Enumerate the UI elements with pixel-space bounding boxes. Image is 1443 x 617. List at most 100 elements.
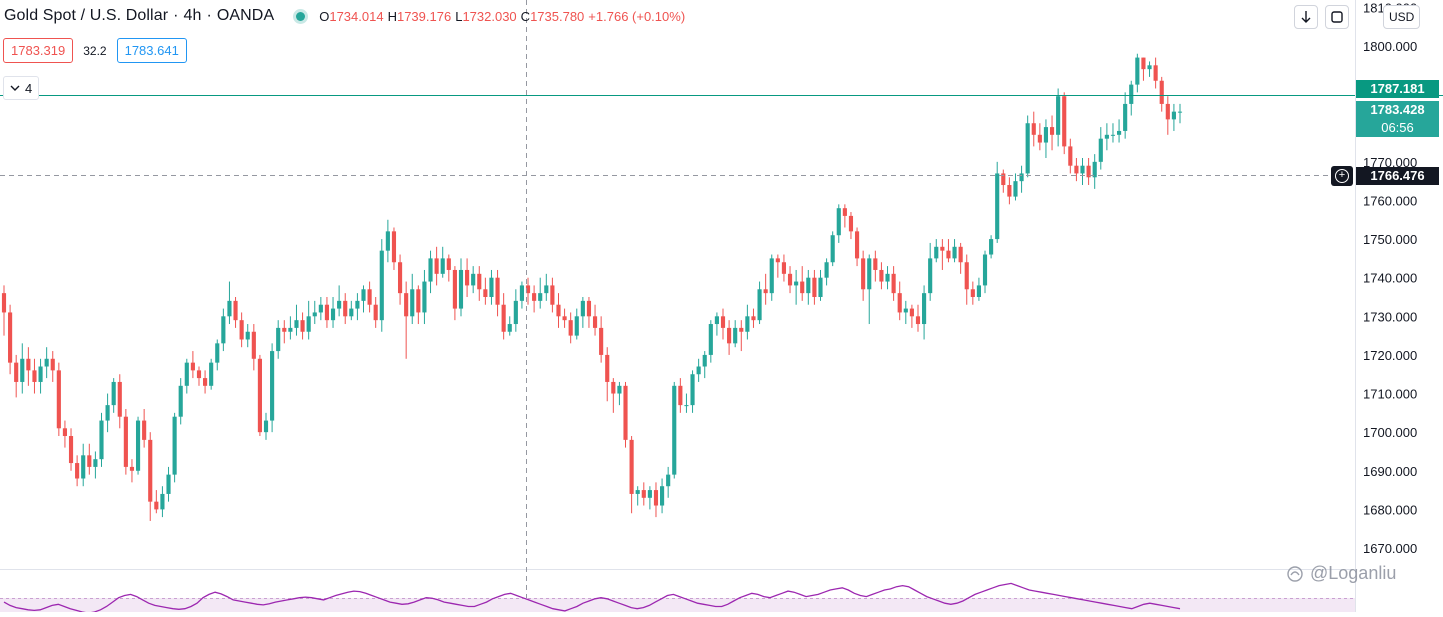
candle-up[interactable] bbox=[1092, 161, 1097, 178]
candle-down[interactable] bbox=[501, 304, 506, 332]
candle-up[interactable] bbox=[922, 293, 927, 325]
indicators-toggle[interactable]: 4 bbox=[3, 76, 40, 100]
candle-up[interactable] bbox=[111, 381, 116, 406]
candle-up[interactable] bbox=[458, 269, 464, 309]
candle-up[interactable] bbox=[574, 316, 579, 336]
candle-down[interactable] bbox=[897, 293, 902, 313]
candle-down[interactable] bbox=[964, 262, 969, 290]
candle-down[interactable] bbox=[562, 316, 567, 321]
candle-down[interactable] bbox=[148, 439, 153, 502]
candle-down[interactable] bbox=[781, 262, 787, 274]
candle-up[interactable] bbox=[1080, 165, 1085, 174]
candle-down[interactable] bbox=[239, 320, 244, 340]
candle-up[interactable] bbox=[519, 285, 524, 301]
symbol-name[interactable]: Gold Spot / U.S. Dollar bbox=[4, 7, 169, 24]
candle-down[interactable] bbox=[727, 327, 732, 344]
candle-down[interactable] bbox=[495, 277, 500, 305]
candle-down[interactable] bbox=[970, 289, 975, 297]
candle-down[interactable] bbox=[196, 370, 202, 379]
candle-down[interactable] bbox=[123, 416, 128, 467]
candle-up[interactable] bbox=[1098, 138, 1103, 162]
candle-down[interactable] bbox=[629, 439, 634, 494]
candle-up[interactable] bbox=[1123, 103, 1128, 131]
candle-up[interactable] bbox=[209, 362, 214, 386]
candle-up[interactable] bbox=[757, 289, 762, 321]
candle-up[interactable] bbox=[1104, 134, 1109, 139]
candle-up[interactable] bbox=[660, 486, 665, 506]
candle-down[interactable] bbox=[958, 246, 963, 263]
candle-up[interactable] bbox=[666, 474, 671, 487]
candle-down[interactable] bbox=[446, 258, 451, 270]
candle-down[interactable] bbox=[720, 316, 726, 328]
candle-up[interactable] bbox=[702, 354, 707, 367]
candle-up[interactable] bbox=[830, 235, 835, 263]
candle-up[interactable] bbox=[1019, 173, 1024, 182]
candle-down[interactable] bbox=[62, 428, 68, 437]
candle-up[interactable] bbox=[428, 258, 433, 282]
candle-up[interactable] bbox=[270, 351, 275, 421]
candle-down[interactable] bbox=[251, 331, 256, 359]
candle-down[interactable] bbox=[946, 250, 951, 259]
candle-down[interactable] bbox=[1007, 185, 1012, 197]
candle-up[interactable] bbox=[330, 308, 336, 321]
candle-down[interactable] bbox=[568, 320, 573, 336]
candle-up[interactable] bbox=[318, 304, 323, 313]
candle-down[interactable] bbox=[477, 273, 482, 290]
candle-up[interactable] bbox=[928, 258, 933, 294]
candle-up[interactable] bbox=[288, 327, 293, 332]
candle-up[interactable] bbox=[989, 239, 994, 255]
candle-down[interactable] bbox=[416, 289, 421, 313]
sell-button[interactable]: 1783.319 bbox=[3, 38, 74, 63]
candle-down[interactable] bbox=[68, 436, 74, 464]
candle-down[interactable] bbox=[775, 258, 780, 263]
candle-up[interactable] bbox=[995, 173, 1000, 240]
candle-down[interactable] bbox=[1001, 173, 1006, 186]
candle-up[interactable] bbox=[355, 300, 360, 309]
candle-down[interactable] bbox=[1068, 146, 1073, 166]
candle-down[interactable] bbox=[532, 293, 537, 301]
candle-down[interactable] bbox=[751, 316, 756, 321]
candle-up[interactable] bbox=[20, 358, 25, 382]
candle-down[interactable] bbox=[233, 300, 238, 321]
candle-up[interactable] bbox=[337, 300, 342, 309]
candle-down[interactable] bbox=[1049, 127, 1055, 135]
candle-up[interactable] bbox=[617, 385, 622, 394]
candle-up[interactable] bbox=[44, 358, 49, 367]
candle-up[interactable] bbox=[38, 366, 43, 382]
candle-down[interactable] bbox=[891, 273, 896, 294]
candle-down[interactable] bbox=[1062, 96, 1067, 147]
candle-up[interactable] bbox=[178, 385, 183, 417]
interval-label[interactable]: 4h bbox=[183, 7, 202, 24]
candle-down[interactable] bbox=[611, 381, 616, 394]
candle-up[interactable] bbox=[349, 308, 354, 317]
candle-up[interactable] bbox=[544, 285, 549, 294]
candle-down[interactable] bbox=[1031, 123, 1036, 135]
fullscreen-icon[interactable] bbox=[1325, 5, 1349, 29]
candle-down[interactable] bbox=[397, 262, 403, 294]
candle-up[interactable] bbox=[733, 327, 738, 344]
candle-up[interactable] bbox=[160, 493, 165, 510]
candle-up[interactable] bbox=[215, 343, 220, 363]
candle-up[interactable] bbox=[769, 258, 774, 294]
candle-up[interactable] bbox=[221, 316, 226, 344]
candle-up[interactable] bbox=[1177, 111, 1183, 113]
candle-up[interactable] bbox=[489, 277, 494, 297]
candle-up[interactable] bbox=[982, 254, 988, 286]
candle-up[interactable] bbox=[440, 258, 445, 274]
candle-up[interactable] bbox=[245, 331, 250, 340]
candle-down[interactable] bbox=[154, 501, 159, 510]
candle-down[interactable] bbox=[190, 362, 195, 371]
candle-up[interactable] bbox=[507, 324, 512, 332]
candle-up[interactable] bbox=[580, 300, 585, 317]
candle-up[interactable] bbox=[885, 273, 890, 282]
candle-up[interactable] bbox=[105, 405, 110, 421]
candle-down[interactable] bbox=[32, 370, 37, 382]
candle-down[interactable] bbox=[909, 308, 914, 317]
candle-up[interactable] bbox=[306, 316, 311, 332]
candle-down[interactable] bbox=[203, 378, 208, 386]
candle-up[interactable] bbox=[1171, 111, 1176, 120]
candle-up[interactable] bbox=[93, 459, 98, 467]
candle-up[interactable] bbox=[184, 362, 189, 386]
candle-down[interactable] bbox=[452, 269, 457, 309]
